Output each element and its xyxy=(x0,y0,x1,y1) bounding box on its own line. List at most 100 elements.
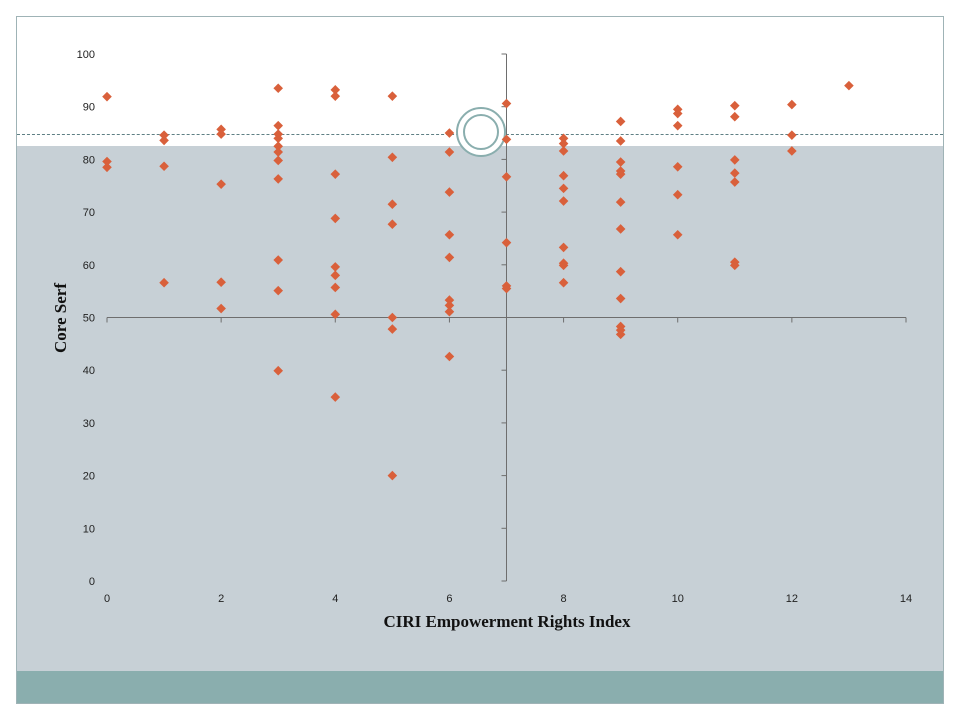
data-point xyxy=(159,135,169,146)
data-point xyxy=(558,146,569,156)
data-point xyxy=(444,295,455,305)
title-circle-ornament-inner xyxy=(463,114,499,150)
data-point xyxy=(273,147,284,157)
y-tick-label: 30 xyxy=(83,418,95,430)
y-tick-label: 50 xyxy=(83,313,95,325)
y-tick-label: 60 xyxy=(83,260,95,272)
data-point xyxy=(102,162,112,173)
data-point xyxy=(558,260,569,271)
data-point xyxy=(216,129,226,139)
data-point xyxy=(615,169,626,179)
x-tick-label: 10 xyxy=(672,593,684,605)
data-point xyxy=(444,351,455,362)
data-point xyxy=(273,174,284,184)
data-point xyxy=(787,130,797,140)
data-point xyxy=(330,91,341,101)
y-tick-label: 40 xyxy=(83,365,95,377)
data-point xyxy=(558,242,569,253)
points-layer xyxy=(102,80,854,481)
data-point xyxy=(444,229,455,240)
data-point xyxy=(159,277,169,288)
data-point xyxy=(729,111,740,122)
data-point xyxy=(273,120,284,131)
data-point xyxy=(387,324,398,334)
data-point xyxy=(615,293,626,304)
data-point xyxy=(729,177,740,187)
data-point xyxy=(444,252,455,263)
data-point xyxy=(387,470,398,481)
data-point xyxy=(615,157,626,167)
data-point xyxy=(444,147,455,157)
data-point xyxy=(444,187,455,197)
data-point xyxy=(558,133,569,144)
data-point xyxy=(330,282,341,293)
y-tick-label: 10 xyxy=(83,523,95,535)
data-point xyxy=(330,270,341,281)
data-point xyxy=(729,260,740,271)
data-point xyxy=(558,138,569,149)
data-point xyxy=(330,169,341,179)
x-tick-label: 8 xyxy=(561,593,567,605)
data-point xyxy=(216,179,226,189)
y-tick-label: 80 xyxy=(83,154,95,166)
x-tick-label: 12 xyxy=(786,593,798,605)
x-tick-label: 6 xyxy=(446,593,452,605)
data-point xyxy=(273,141,284,152)
x-tick-label: 2 xyxy=(218,593,224,605)
data-point xyxy=(330,85,341,95)
y-tick-label: 0 xyxy=(89,576,95,588)
data-point xyxy=(729,155,740,165)
data-point xyxy=(501,134,512,145)
data-point xyxy=(102,91,112,102)
data-point xyxy=(273,285,284,296)
y-tick-label: 100 xyxy=(77,49,95,61)
data-point xyxy=(444,128,455,138)
data-point xyxy=(672,229,683,240)
slide-body-panel xyxy=(17,146,943,671)
data-point xyxy=(672,161,683,172)
data-point xyxy=(273,83,284,94)
data-point xyxy=(102,156,112,167)
data-point xyxy=(615,224,626,234)
data-point xyxy=(729,100,740,111)
data-point xyxy=(501,283,512,294)
data-point xyxy=(558,170,569,181)
data-point xyxy=(501,171,512,182)
x-tick-label: 14 xyxy=(900,593,912,605)
data-point xyxy=(558,183,569,194)
data-point xyxy=(615,329,626,340)
data-point xyxy=(787,146,797,156)
data-point xyxy=(387,91,398,101)
y-tick-label: 20 xyxy=(83,471,95,483)
data-point xyxy=(615,266,626,277)
data-point xyxy=(615,136,626,146)
y-axis-title: Core Serf xyxy=(51,283,70,353)
x-tick-label: 0 xyxy=(104,593,110,605)
axes-layer: 0 2 4 6 8 10 12 14 0 10 20 30 40 50 60 70 80 90 100 xyxy=(77,49,912,605)
data-point xyxy=(672,108,683,119)
data-point xyxy=(159,130,169,140)
data-point xyxy=(216,303,226,314)
data-point xyxy=(159,161,169,172)
slide-footer-band xyxy=(17,671,943,703)
x-axis-title: CIRI Empowerment Rights Index xyxy=(384,612,631,631)
data-point xyxy=(672,120,683,131)
data-point xyxy=(558,277,569,288)
data-point xyxy=(444,300,455,311)
title-circle-ornament xyxy=(456,107,506,157)
data-point xyxy=(615,116,626,127)
y-tick-label: 70 xyxy=(83,207,95,219)
data-point xyxy=(501,237,512,248)
data-point xyxy=(330,392,341,402)
data-point xyxy=(615,197,626,207)
data-point xyxy=(387,152,398,163)
data-point xyxy=(273,155,284,166)
data-point xyxy=(387,219,398,230)
data-point xyxy=(672,189,683,200)
data-point xyxy=(387,199,398,209)
data-point xyxy=(273,133,284,144)
data-point xyxy=(387,312,398,323)
data-point xyxy=(558,196,569,206)
data-point xyxy=(330,309,341,320)
data-point xyxy=(729,168,740,178)
